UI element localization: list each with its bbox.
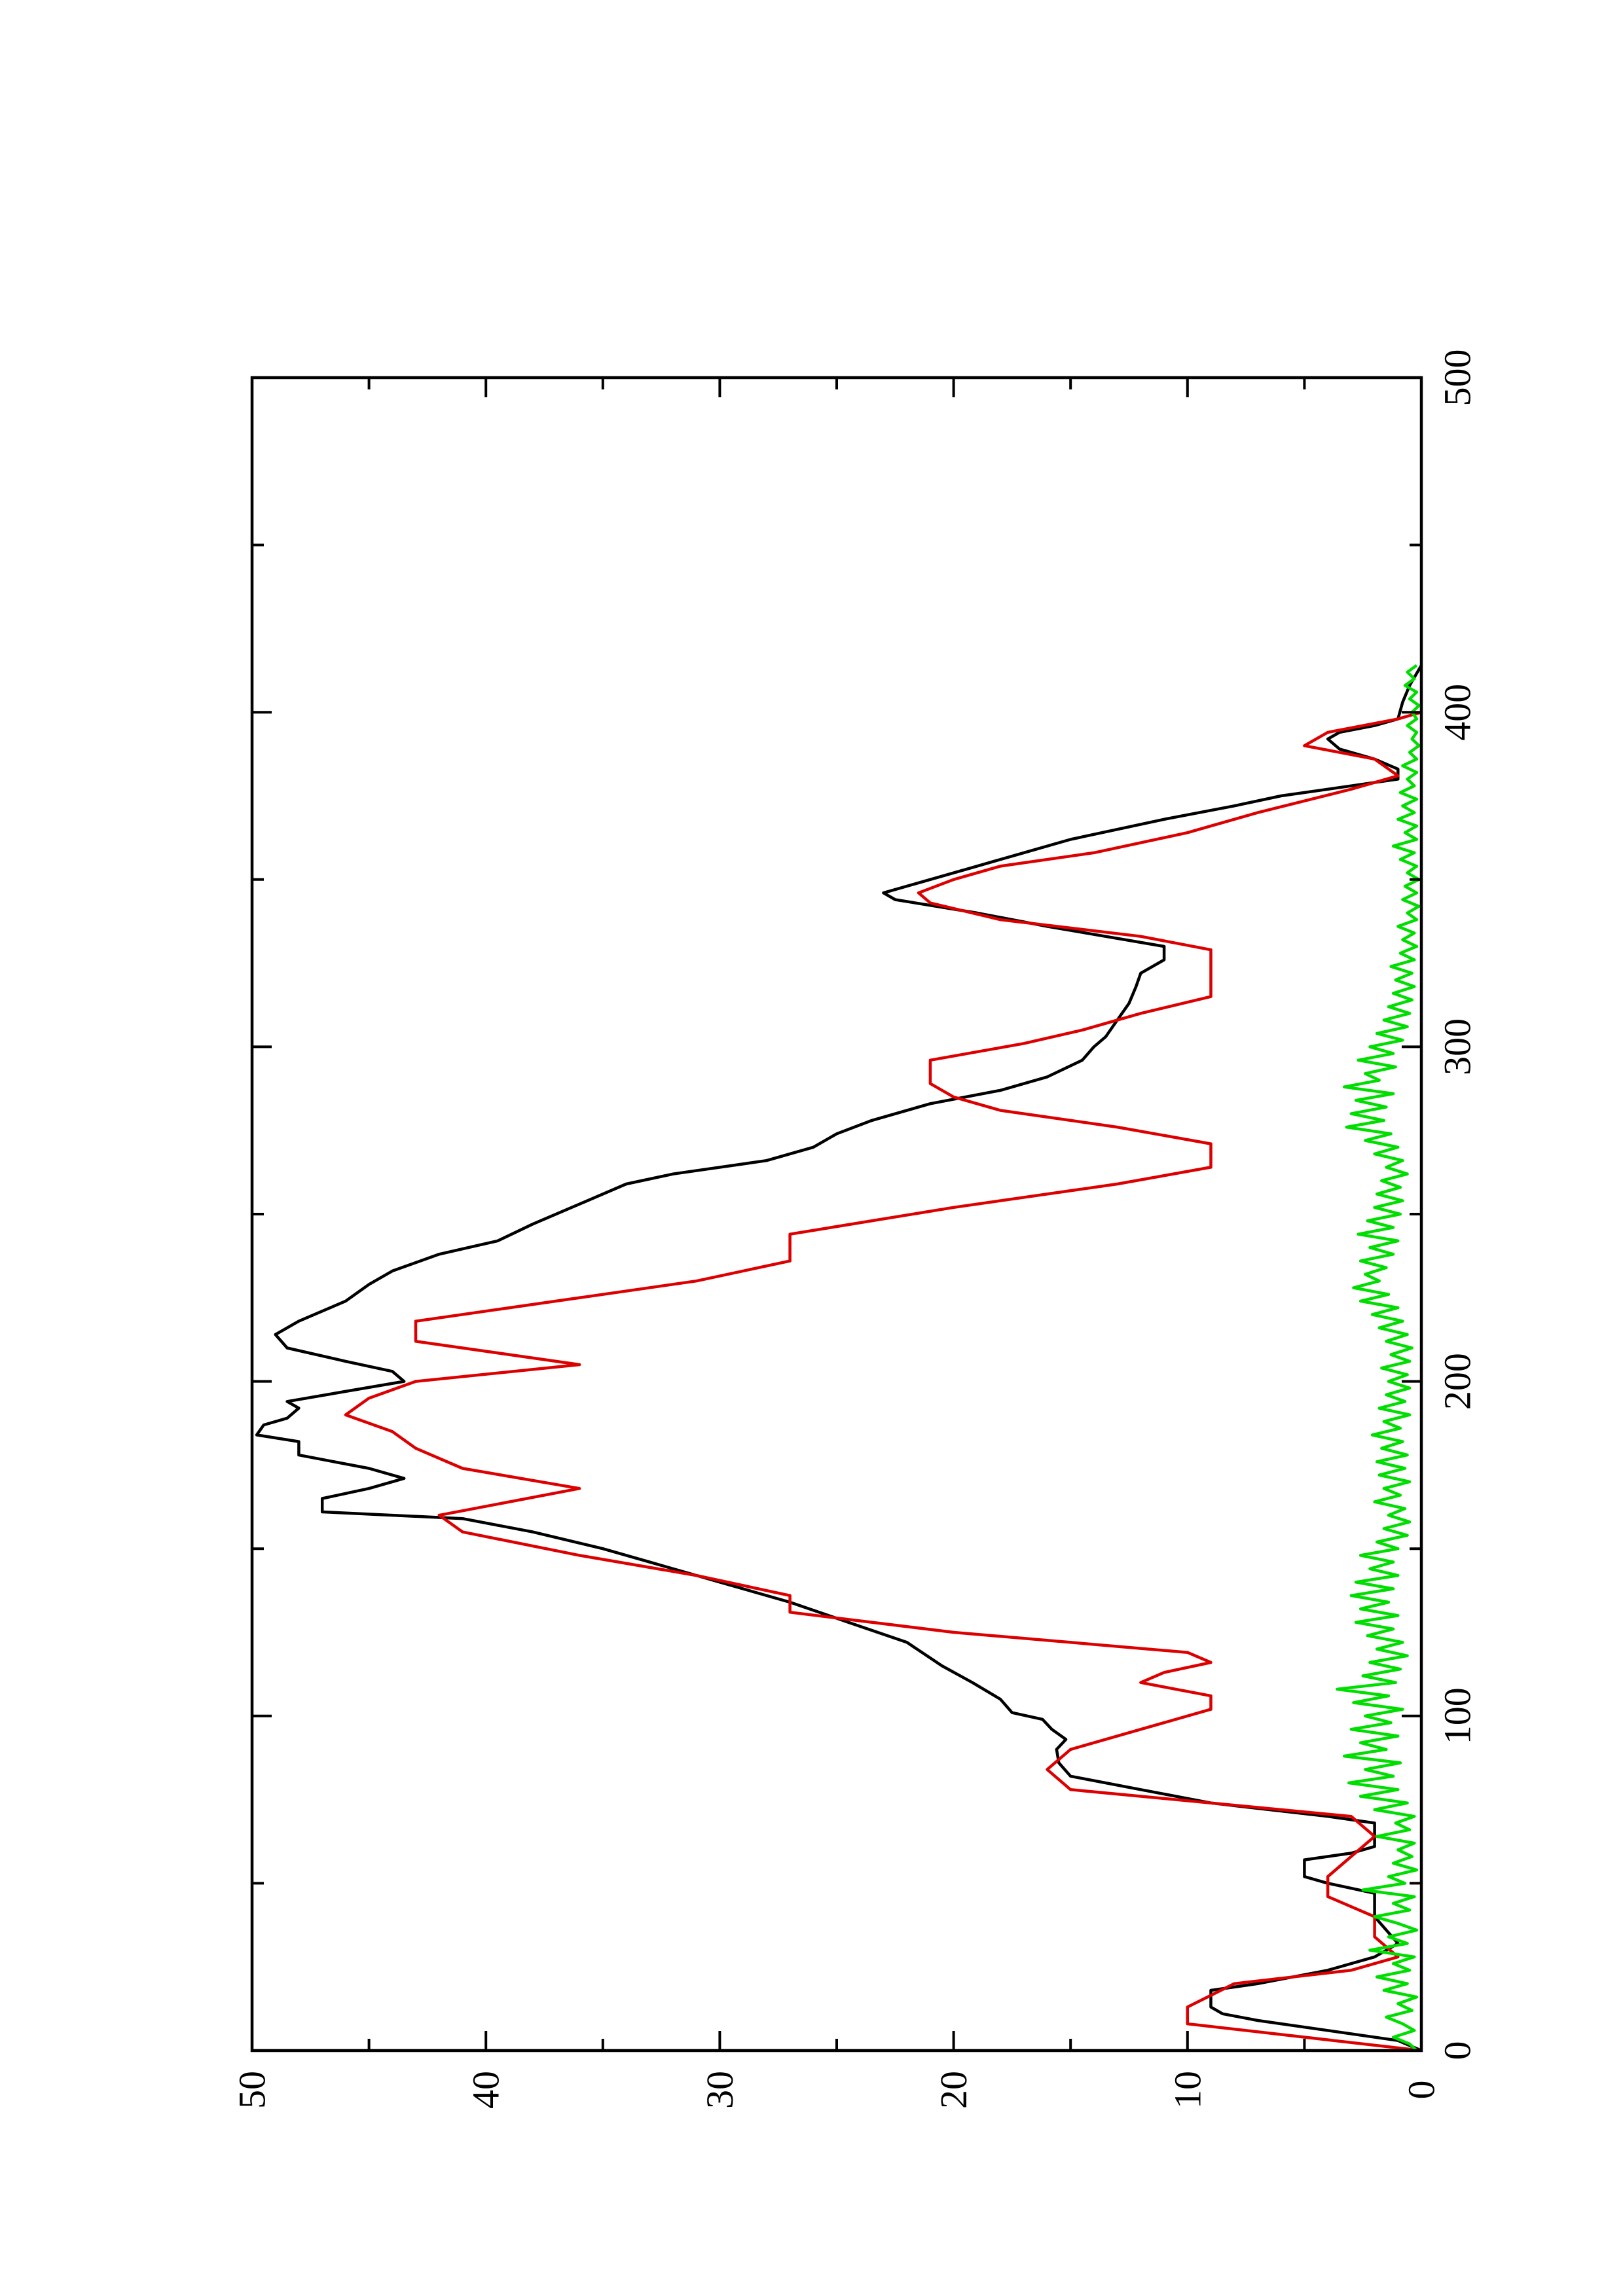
series-line-2: [344, 711, 1422, 2053]
series-layer: [255, 664, 1423, 2053]
y-tick-label: 0: [1400, 2081, 1443, 2100]
x-tick-label: 500: [1436, 350, 1479, 406]
y-tick-label: 50: [231, 2071, 274, 2109]
x-tick-label: 0: [1436, 2041, 1479, 2060]
series-line-1: [255, 664, 1423, 2053]
y-tick-label: 20: [932, 2071, 975, 2109]
x-tick-label: 400: [1436, 684, 1479, 741]
series-line-3: [1336, 664, 1421, 2052]
y-tick-label: 30: [699, 2071, 741, 2109]
x-tick-label: 100: [1436, 1687, 1479, 1744]
tick-layer: [251, 376, 1423, 2052]
x-tick-label: 300: [1436, 1018, 1479, 1075]
y-tick-label: 10: [1166, 2071, 1209, 2109]
label-layer: 0 100 200 300 400 500 0 10 20 30 40 50: [231, 350, 1479, 2109]
x-tick-label: 200: [1436, 1353, 1479, 1410]
y-tick-label: 40: [465, 2071, 507, 2109]
